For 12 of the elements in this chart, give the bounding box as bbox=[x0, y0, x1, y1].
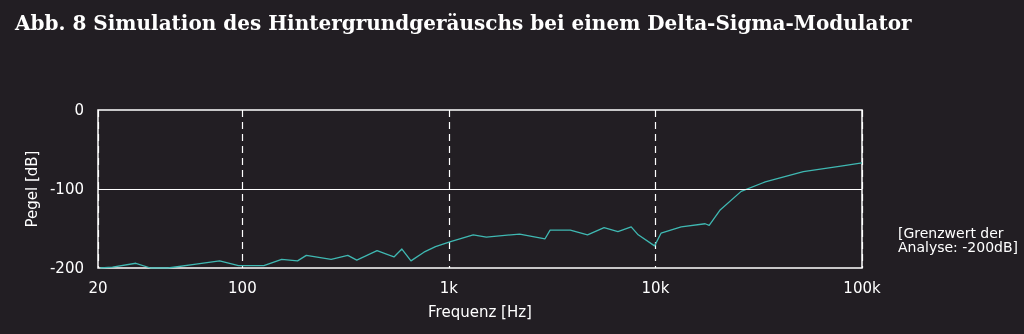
y-tick-label: 0 bbox=[74, 101, 84, 119]
y-tick-label: -100 bbox=[49, 180, 84, 198]
x-axis-title: Frequenz [Hz] bbox=[428, 302, 532, 321]
chart-title: Abb. 8 Simulation des Hintergrundgeräuschs bei einem Delta-Sigma-Modulator bbox=[14, 11, 913, 35]
x-tick-label: 20 bbox=[88, 278, 108, 297]
text: [Grenzwert der Analyse: -200dB] bbox=[898, 225, 1019, 255]
x-tick-label: 100k bbox=[843, 278, 881, 297]
y-axis-title: Pegel [dB] bbox=[22, 150, 41, 228]
y-tick-label: -200 bbox=[49, 259, 84, 277]
x-tick-label: 10k bbox=[641, 278, 670, 297]
x-tick-label: 1k bbox=[439, 278, 459, 297]
x-tick-label: 100 bbox=[228, 278, 257, 297]
